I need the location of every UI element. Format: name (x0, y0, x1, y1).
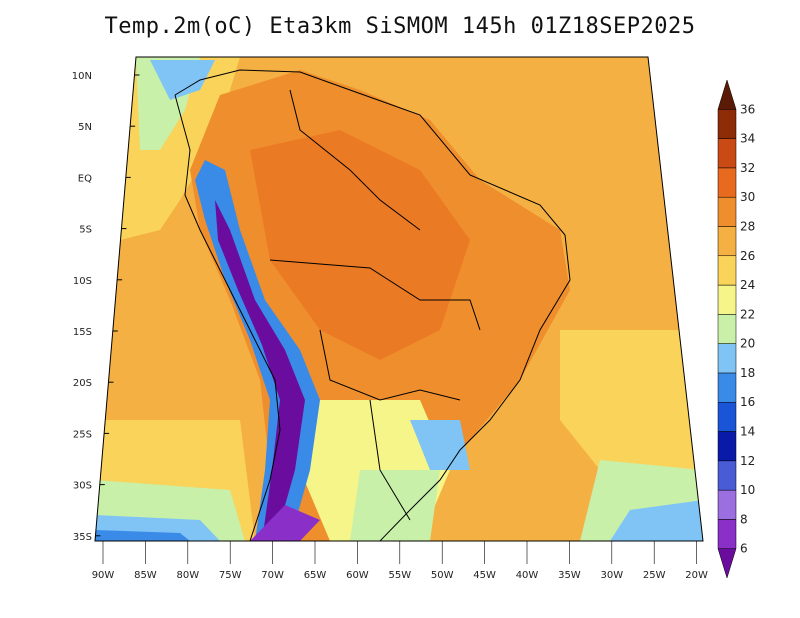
longitude-label: 25W (643, 570, 666, 581)
colorbar-swatch (717, 79, 737, 110)
longitude-label: 35W (558, 570, 581, 581)
colorbar-swatch (717, 196, 737, 227)
temperature-field (95, 57, 703, 541)
map-title: Temp.2m(oC) Eta3km SiSMOM 145h 01Z18SEP2… (104, 14, 696, 39)
colorbar-label: 34 (740, 132, 755, 146)
longitude-label: 85W (134, 570, 157, 581)
colorbar-swatch (717, 314, 737, 344)
colorbar-swatch (717, 519, 737, 549)
colorbar-label: 8 (740, 512, 748, 526)
colorbar-swatch (717, 138, 737, 169)
colorbar-swatch (717, 167, 737, 198)
latitude-label: 35S (73, 532, 92, 543)
colorbar-label: 16 (740, 395, 755, 409)
colorbar-swatch (717, 401, 737, 432)
colorbar-label: 18 (740, 366, 755, 380)
longitude-label: 50W (431, 570, 454, 581)
latitude-label: 10N (72, 71, 92, 82)
latitude-axis: 10N 5N EQ 5S 10S 15S 20S 25S 30S 35S (72, 71, 140, 543)
colorbar-swatch (717, 343, 737, 374)
colorbar-label: 30 (740, 190, 755, 204)
latitude-label: 10S (73, 276, 92, 287)
colorbar-label: 20 (740, 337, 755, 351)
colorbar-swatch (717, 460, 737, 491)
colorbar-swatch (717, 284, 737, 315)
longitude-label: 20W (685, 570, 708, 581)
colorbar-swatch (717, 255, 737, 286)
colorbar-label: 22 (740, 307, 755, 321)
colorbar-label: 12 (740, 454, 755, 468)
longitude-label: 45W (473, 570, 496, 581)
colorbar: 6 8 10 12 14 16 18 20 22 24 26 28 30 32 34 36 (717, 79, 755, 579)
latitude-label: 20S (73, 378, 92, 389)
latitude-label: 15S (73, 327, 92, 338)
latitude-label: EQ (78, 173, 92, 184)
longitude-label: 65W (304, 570, 327, 581)
longitude-label: 30W (600, 570, 623, 581)
colorbar-swatch (717, 226, 737, 257)
colorbar-label: 10 (740, 483, 755, 497)
coastlines (174, 69, 571, 542)
latitude-label: 30S (73, 481, 92, 492)
colorbar-label: 32 (740, 161, 755, 175)
longitude-label: 90W (92, 570, 115, 581)
colorbar-label: 26 (740, 249, 755, 263)
colorbar-label: 6 (740, 542, 748, 556)
latitude-label: 5N (78, 122, 92, 133)
colorbar-label: 36 (740, 102, 755, 116)
colorbar-swatch (717, 489, 737, 520)
longitude-label: 40W (516, 570, 539, 581)
longitude-label: 55W (388, 570, 411, 581)
colorbar-label: 14 (740, 425, 755, 439)
colorbar-swatch (717, 109, 737, 139)
longitude-label: 60W (346, 570, 369, 581)
map-frame (94, 56, 704, 542)
longitude-label: 80W (176, 570, 199, 581)
colorbar-label: 24 (740, 278, 755, 292)
latitude-label: 25S (73, 429, 92, 440)
longitude-label: 70W (261, 570, 284, 581)
colorbar-swatch (717, 431, 737, 462)
colorbar-label: 28 (740, 219, 755, 233)
latitude-label: 5S (79, 225, 92, 236)
colorbar-swatch (717, 548, 737, 579)
longitude-label: 75W (219, 570, 242, 581)
longitude-axis: 90W 85W 80W 75W 70W 65W 60W 55W 50W 45W 40W 35W 30W 2… (92, 541, 708, 581)
colorbar-swatch (717, 372, 737, 403)
